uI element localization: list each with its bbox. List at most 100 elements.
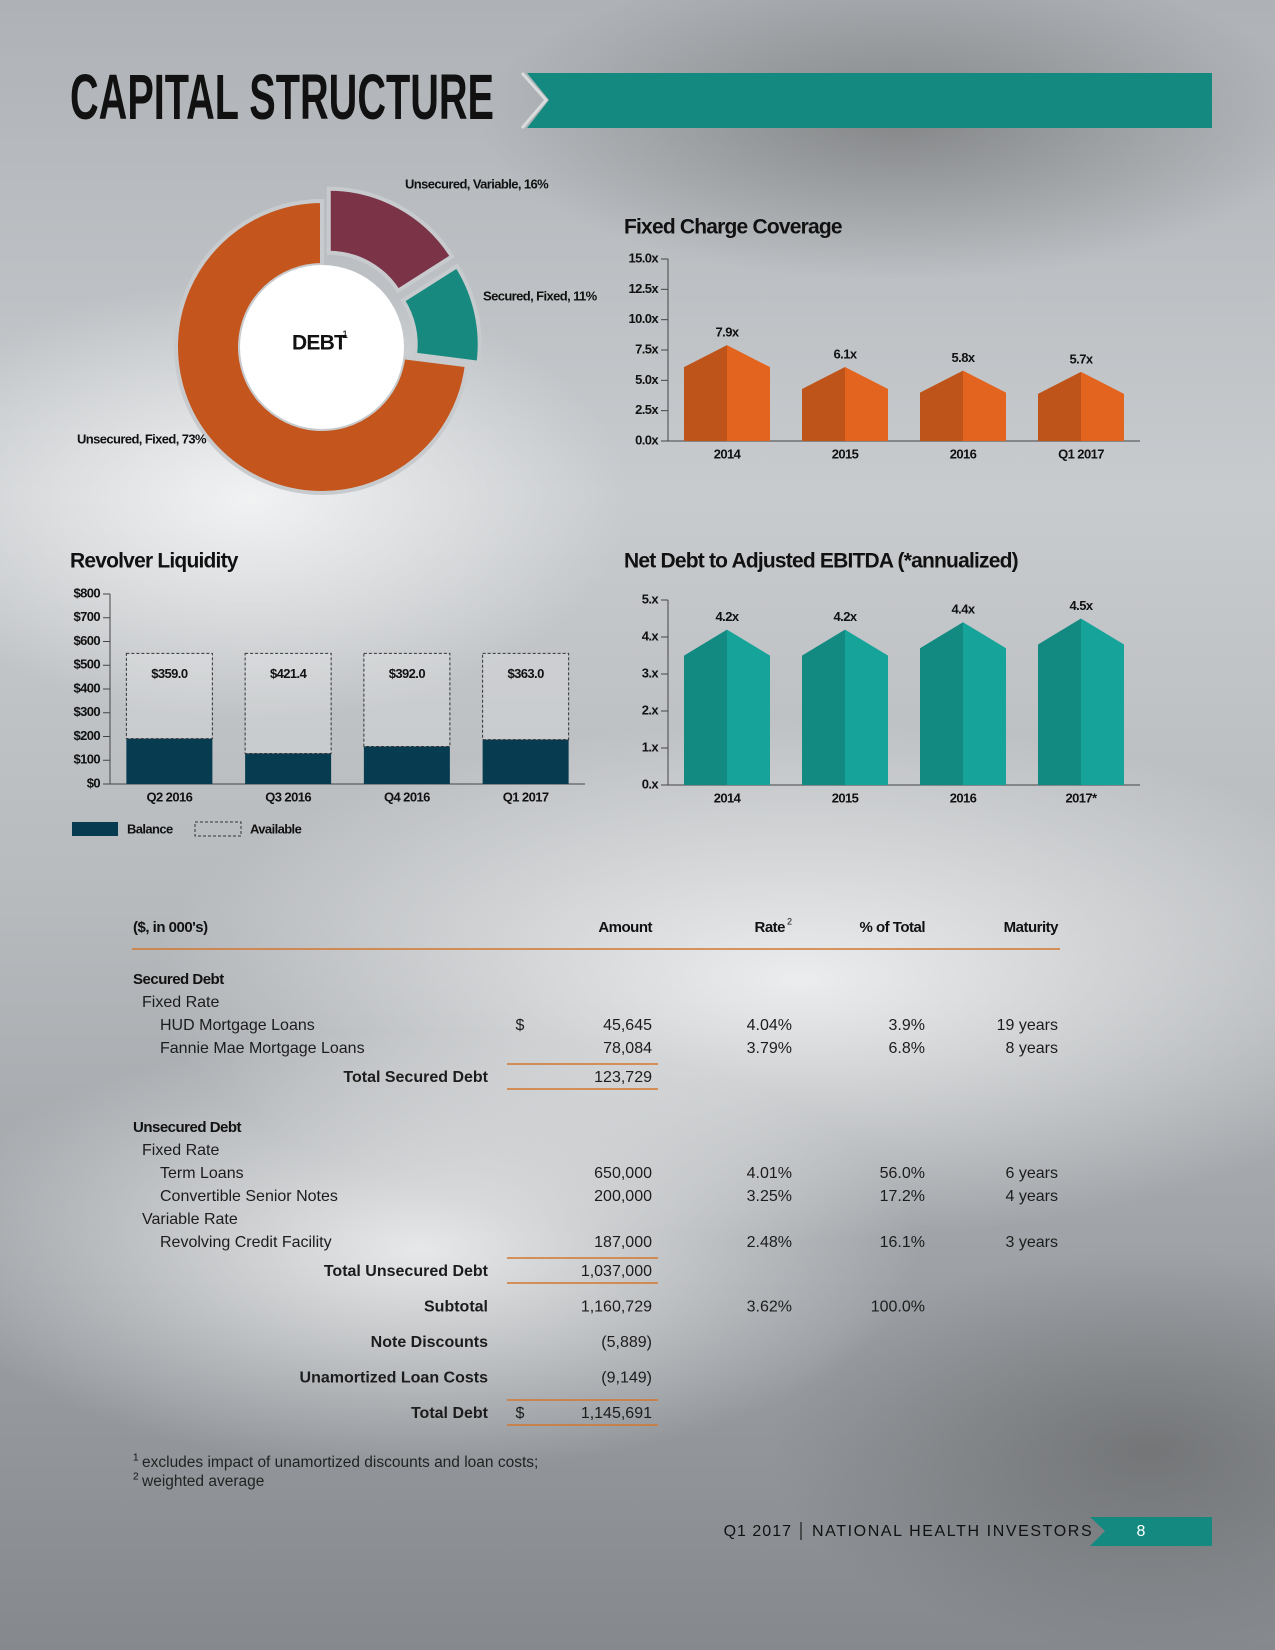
- y-tick-label: $600: [73, 633, 100, 648]
- y-tick-label: 0.x: [642, 776, 660, 791]
- y-tick-label: $700: [73, 609, 100, 624]
- bar-segment: [125, 652, 213, 740]
- column-header: Rate: [754, 919, 785, 936]
- legend-label: Balance: [127, 821, 173, 836]
- header-chevron: [520, 72, 548, 129]
- y-tick-label: 15.0x: [628, 250, 659, 265]
- y-tick-label: $0: [87, 775, 101, 790]
- chart-title: Net Debt to Adjusted EBITDA (*annualized…: [624, 550, 1018, 573]
- row-label: Revolving Credit Facility: [160, 1234, 332, 1251]
- bar-segment: [482, 652, 570, 741]
- center-label-note: 1: [342, 329, 348, 341]
- slice-label: Unsecured, Fixed, 73%: [77, 431, 207, 446]
- cell-amount: 200,000: [594, 1188, 652, 1205]
- currency: $: [516, 1405, 525, 1422]
- value-label: 7.9x: [716, 325, 740, 340]
- section-title: Secured Debt: [133, 971, 224, 988]
- row-label: Unamortized Loan Costs: [300, 1370, 489, 1387]
- center-label: DEBT: [292, 332, 347, 355]
- y-tick-label: 12.5x: [628, 281, 659, 296]
- x-tick-label: 2016: [950, 790, 977, 805]
- value-label: $359.0: [151, 666, 188, 681]
- footer-company: NATIONAL HEALTH INVESTORS: [812, 1523, 1093, 1540]
- footnote-marker: 1: [133, 1453, 139, 1464]
- bar-right: [845, 629, 888, 785]
- y-tick-label: 5.0x: [635, 372, 659, 387]
- x-tick-label: 2014: [714, 790, 742, 805]
- y-tick-label: 10.0x: [628, 311, 659, 326]
- footnote-marker: 2: [133, 1472, 139, 1483]
- x-tick-label: Q1 2017: [1058, 446, 1104, 461]
- cell-pct: 3.9%: [889, 1017, 925, 1034]
- y-tick-label: 2.5x: [635, 402, 659, 417]
- cell-amount: 1,037,000: [581, 1263, 652, 1280]
- value-label: 4.4x: [952, 602, 976, 617]
- row-label: Total Unsecured Debt: [324, 1263, 489, 1280]
- bar-segment: [363, 746, 450, 784]
- bar-right: [963, 370, 1006, 441]
- cell-rate: 3.79%: [747, 1040, 792, 1057]
- y-tick-label: 5.x: [642, 591, 660, 606]
- slice-label: Unsecured, Variable, 16%: [405, 176, 549, 191]
- bar-segment: [482, 739, 569, 784]
- value-label: 4.2x: [834, 609, 858, 624]
- cell-rate: 3.25%: [747, 1188, 792, 1205]
- bar-right: [727, 629, 770, 785]
- legend-label: Available: [250, 821, 302, 836]
- x-tick-label: 2015: [832, 790, 859, 805]
- cloud: [770, 1250, 1275, 1650]
- y-tick-label: 4.x: [642, 628, 660, 643]
- bar-left: [920, 370, 963, 441]
- row-label: Total Debt: [411, 1405, 489, 1422]
- cell-amount: 650,000: [594, 1165, 652, 1182]
- y-tick-label: $500: [73, 657, 100, 672]
- legend-swatch: [194, 821, 242, 837]
- group-title: Fixed Rate: [142, 1142, 219, 1159]
- x-tick-label: Q2 2016: [147, 789, 193, 804]
- value-label: $392.0: [389, 666, 426, 681]
- footer-period: Q1 2017: [724, 1523, 792, 1540]
- y-tick-label: 1.x: [642, 739, 660, 754]
- cell-rate: 4.04%: [747, 1017, 792, 1034]
- pie-slice: [326, 186, 455, 294]
- page-title: CAPITAL STRUCTURE: [70, 61, 494, 133]
- row-label: Term Loans: [160, 1165, 244, 1182]
- bar-left: [802, 366, 845, 441]
- x-tick-label: 2017*: [1066, 790, 1099, 805]
- cell-maturity: 4 years: [1006, 1188, 1058, 1205]
- cloud: [0, 280, 630, 720]
- value-label: $421.4: [270, 666, 308, 681]
- cell-maturity: 6 years: [1006, 1165, 1058, 1182]
- bar-segment: [126, 738, 213, 784]
- y-tick-label: $300: [73, 704, 100, 719]
- value-label: $363.0: [508, 666, 545, 681]
- bar-segment: [244, 652, 332, 754]
- row-label: HUD Mortgage Loans: [160, 1017, 315, 1034]
- bar-segment: [363, 652, 451, 747]
- header-note: 2: [787, 916, 792, 926]
- y-tick-label: $400: [73, 680, 100, 695]
- x-tick-label: Q4 2016: [384, 789, 430, 804]
- bar-left: [802, 629, 845, 785]
- bar-left: [1038, 371, 1081, 441]
- cell-amount: 78,084: [603, 1040, 652, 1057]
- y-tick-label: 7.5x: [635, 341, 659, 356]
- bar-segment: [245, 753, 332, 784]
- chart-title: Fixed Charge Coverage: [624, 216, 842, 239]
- column-header: % of Total: [859, 919, 925, 936]
- bar-left: [920, 622, 963, 785]
- cell-amount: (5,889): [601, 1334, 652, 1351]
- header-banner: [527, 73, 1212, 128]
- cell-maturity: 8 years: [1006, 1040, 1058, 1057]
- cell-pct: 56.0%: [880, 1165, 925, 1182]
- donut-center: [240, 265, 404, 429]
- value-label: 5.8x: [952, 350, 976, 365]
- cell-amount: 45,645: [603, 1017, 652, 1034]
- cell-amount: 1,160,729: [581, 1299, 652, 1316]
- bar-right: [963, 622, 1006, 785]
- cloud: [480, 0, 1275, 280]
- page-number: 8: [1137, 1523, 1146, 1540]
- footnote-text: excludes impact of unamortized discounts…: [142, 1454, 538, 1471]
- cell-rate: 3.62%: [747, 1299, 792, 1316]
